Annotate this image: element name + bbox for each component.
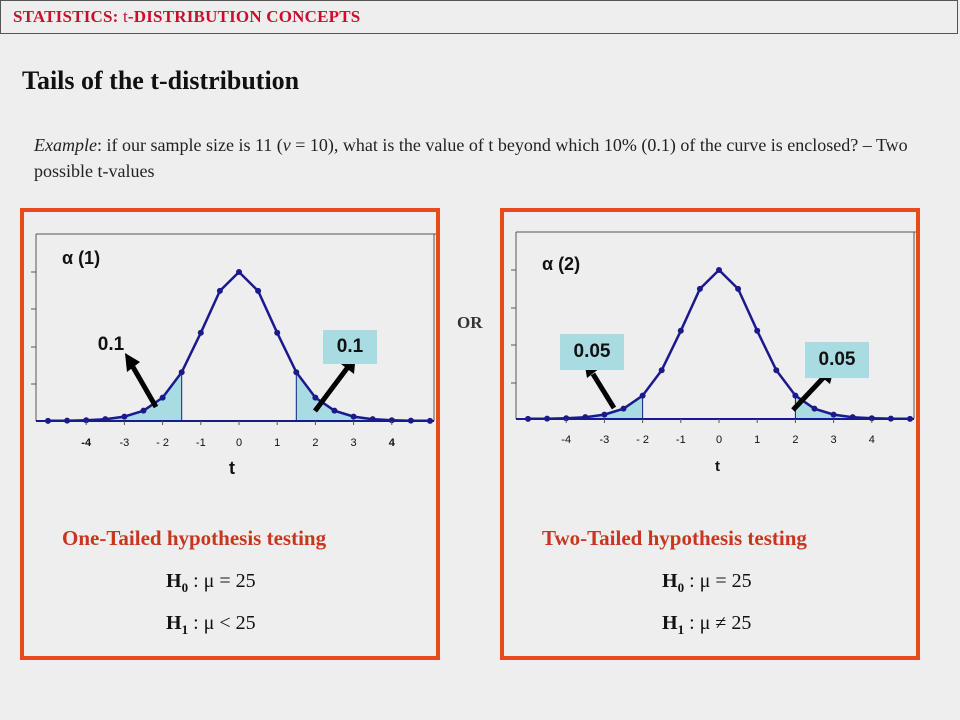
x-tick-label: 4: [389, 437, 396, 449]
curve-point: [525, 415, 531, 422]
curve-point: [849, 414, 856, 421]
left-tail-value: 0.05: [560, 334, 624, 370]
curve-point: [868, 415, 875, 422]
curve-point: [274, 329, 281, 336]
curve-point: [388, 417, 395, 424]
curve-point: [716, 267, 722, 273]
two-tailed-title: Two-Tailed hypothesis testing: [542, 526, 807, 550]
x-tick-label: 3: [351, 437, 357, 449]
curve-point: [544, 415, 551, 422]
curve-point: [639, 392, 646, 399]
x-tick-labels: -4 -3 - 2 -1 0 1 2 3 4: [81, 421, 396, 449]
curve-point: [121, 413, 128, 420]
curve-point: [735, 285, 742, 292]
curve-point: [178, 369, 185, 376]
curve-point: [754, 327, 761, 334]
curve-point: [563, 415, 570, 422]
curve-point: [312, 394, 319, 401]
header-text: STATISTICS: t-DISTRIBUTION CONCEPTS: [13, 7, 361, 26]
curve-point: [369, 416, 376, 423]
curve-point: [45, 417, 51, 424]
x-tick-label: -3: [120, 437, 130, 449]
x-tick-label: - 2: [636, 434, 649, 446]
x-tick-label: -4: [81, 437, 92, 449]
curve-point: [830, 411, 837, 418]
right-tail-value: 0.05: [805, 342, 869, 378]
y-axis-ticks: [511, 269, 516, 384]
x-axis-title: t: [715, 458, 720, 475]
curve-points: [45, 269, 433, 424]
curve-point: [887, 415, 894, 422]
two-tailed-panel: -4 -3 - 2 -1 0 1 2 3 4 α (2) 0.05 0.05 t Two-Tai…: [500, 208, 920, 660]
y-axis-ticks: [31, 271, 36, 385]
right-tail-value: 0.1: [323, 330, 377, 364]
one-tailed-title: One-Tailed hypothesis testing: [62, 526, 327, 550]
x-tick-label: -4: [561, 434, 571, 446]
x-tick-label: -1: [196, 437, 206, 449]
curve-point: [331, 407, 338, 414]
curve-point: [293, 369, 300, 376]
curve-point: [350, 413, 357, 420]
x-tick-labels: -4 -3 - 2 -1 0 1 2 3 4: [561, 419, 875, 446]
one-tailed-panel: -4 -3 - 2 -1 0 1 2 3 4 α (1) 0.1 0.1 t One-Taile…: [20, 208, 440, 660]
alpha-one-label: α (1): [62, 248, 101, 268]
or-label: OR: [457, 313, 483, 332]
x-axis-title: t: [229, 458, 235, 478]
curve-point: [907, 415, 913, 422]
curve-point: [811, 405, 818, 412]
x-tick-label: 4: [869, 434, 875, 446]
curve-point: [159, 394, 166, 401]
x-tick-label: 3: [831, 434, 837, 446]
two-tailed-chart: -4 -3 - 2 -1 0 1 2 3 4: [511, 231, 916, 446]
x-tick-label: 0: [716, 434, 722, 446]
left-tail-value: 0.1: [97, 334, 125, 355]
x-tick-label: -1: [676, 434, 686, 446]
curve-point: [407, 417, 414, 424]
alternative-hypothesis: H1 : μ < 25: [166, 612, 256, 637]
curve-point: [677, 327, 684, 334]
one-tailed-chart: -4 -3 - 2 -1 0 1 2 3 4: [31, 233, 436, 449]
curve-point: [696, 285, 703, 292]
null-hypothesis: H0 : μ = 25: [166, 570, 256, 595]
x-tick-label: 1: [274, 437, 280, 449]
curve-point: [197, 329, 204, 336]
curve-point: [216, 287, 223, 294]
slide-header: STATISTICS: t-DISTRIBUTION CONCEPTS: [0, 0, 958, 34]
curve-point: [773, 367, 780, 374]
x-tick-label: 1: [754, 434, 760, 446]
curve-point: [582, 414, 589, 421]
alternative-hypothesis: H1 : μ ≠ 25: [662, 612, 752, 637]
curve-point: [255, 287, 262, 294]
x-tick-label: 2: [312, 437, 318, 449]
null-hypothesis: H0 : μ = 25: [662, 570, 752, 595]
x-tick-label: -3: [600, 434, 610, 446]
left-arrow: [125, 353, 159, 409]
x-tick-label: - 2: [156, 437, 169, 449]
x-tick-label: 0: [236, 437, 242, 449]
curve-point: [658, 367, 665, 374]
x-tick-label: 2: [792, 434, 798, 446]
curve-point: [601, 411, 608, 418]
curve-point: [620, 405, 627, 412]
curve-point: [236, 269, 242, 275]
curve-point: [140, 407, 147, 414]
example-text: Example: if our sample size is 11 (v = 1…: [34, 135, 908, 181]
curve-point: [792, 392, 799, 399]
curve-point: [83, 417, 90, 424]
slide-title: Tails of the t-distribution: [22, 66, 300, 95]
curve-points: [525, 267, 913, 422]
curve-point: [102, 416, 109, 423]
curve-point: [427, 417, 433, 424]
alpha-two-label: α (2): [542, 254, 581, 274]
curve-point: [64, 417, 71, 424]
